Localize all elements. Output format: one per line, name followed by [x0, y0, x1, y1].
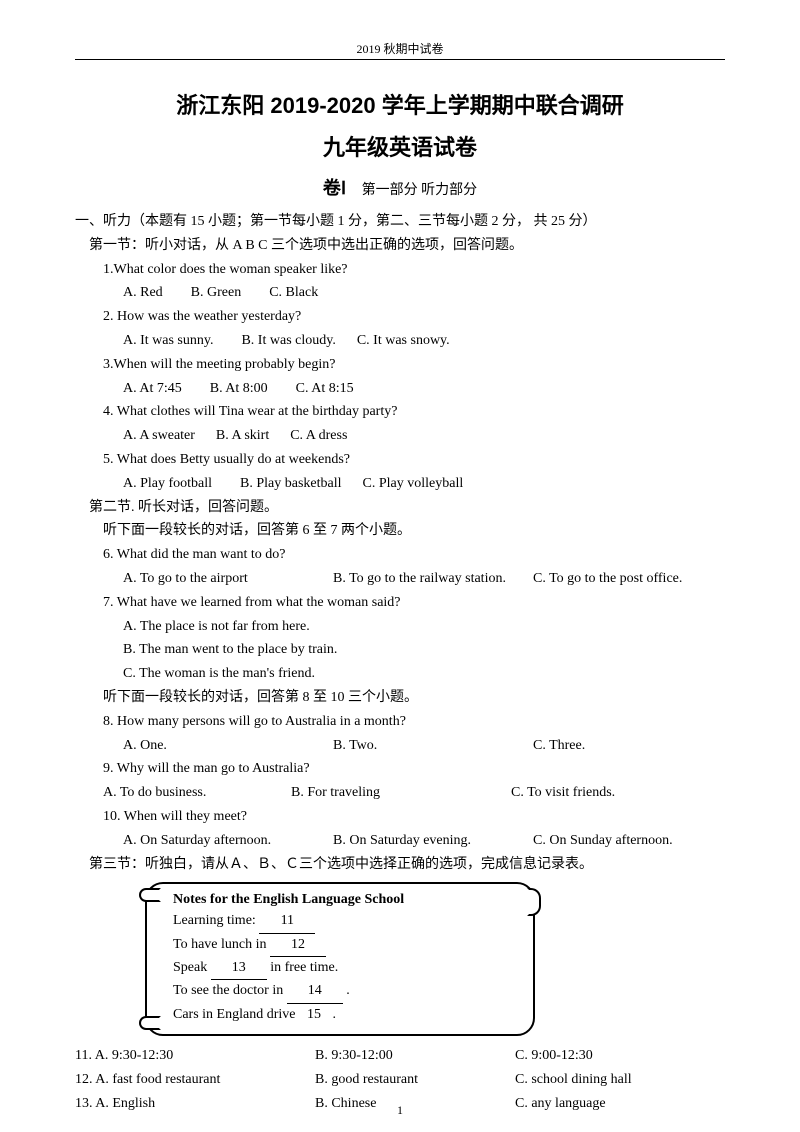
section-intro: 一、听力（本题有 15 小题；第一节每小题 1 分，第二、三节每小题 2 分， …: [75, 210, 725, 234]
q8-opt-c: C. Three.: [533, 734, 725, 758]
q8-options: A. One. B. Two. C. Three.: [75, 734, 725, 758]
page-header-label: 2019 秋期中试卷: [75, 40, 725, 57]
q2-text: 2. How was the weather yesterday?: [75, 305, 725, 329]
q12-b: B. good restaurant: [315, 1068, 515, 1092]
q11-row: 11. A. 9:30-12:30 B. 9:30-12:00 C. 9:00-…: [75, 1044, 725, 1068]
header-rule: [75, 59, 725, 60]
title-sub: 九年级英语试卷: [75, 130, 725, 162]
q8-text: 8. How many persons will go to Australia…: [75, 710, 725, 734]
q3-text: 3.When will the meeting probably begin?: [75, 353, 725, 377]
q7-text: 7. What have we learned from what the wo…: [75, 591, 725, 615]
subsection-2b: 听下面一段较长的对话，回答第 8 至 10 三个小题。: [75, 686, 725, 710]
title-main: 浙江东阳 2019-2020 学年上学期期中联合调研: [75, 88, 725, 120]
part-label: 第一部分 听力部分: [362, 183, 478, 198]
note-blank-13: 13: [211, 957, 267, 980]
page-number: 1: [0, 1103, 800, 1118]
note-blank-11: 11: [259, 910, 315, 933]
note-line-1: Learning time: 11: [173, 910, 519, 933]
subsection-3: 第三节：听独白，请从Ａ、Ｂ、Ｃ三个选项中选择正确的选项，完成信息记录表。: [75, 853, 725, 877]
q10-options: A. On Saturday afternoon. B. On Saturday…: [75, 829, 725, 853]
note-line-5: Cars in England drive 15 .: [173, 1004, 519, 1026]
note-l4c: .: [343, 983, 350, 998]
q10-text: 10. When will they meet?: [75, 805, 725, 829]
note-l5c: .: [329, 1007, 336, 1022]
q6-opt-a: A. To go to the airport: [123, 567, 333, 591]
subsection-1: 第一节：听小对话，从 A B C 三个选项中选出正确的选项，回答问题。: [75, 234, 725, 258]
note-blank-15: 15: [299, 1004, 329, 1026]
q6-opt-c: C. To go to the post office.: [533, 567, 725, 591]
q9-text: 9. Why will the man go to Australia?: [75, 757, 725, 781]
q10-opt-b: B. On Saturday evening.: [333, 829, 533, 853]
q10-opt-c: C. On Sunday afternoon.: [533, 829, 725, 853]
note-l3a: Speak: [173, 960, 211, 975]
note-tab-top-icon: [139, 888, 161, 902]
q1-options: A. Red B. Green C. Black: [75, 281, 725, 305]
q11-c: C. 9:00-12:30: [515, 1044, 725, 1068]
note-l3c: in free time.: [267, 960, 339, 975]
note-blank-12: 12: [270, 934, 326, 957]
note-l4a: To see the doctor in: [173, 983, 287, 998]
juan-label: 卷Ⅰ: [323, 178, 346, 198]
q6-text: 6. What did the man want to do?: [75, 543, 725, 567]
note-title: Notes for the English Language School: [173, 892, 519, 908]
q9-opt-b: B. For traveling: [291, 781, 511, 805]
note-line-3: Speak 13 in free time.: [173, 957, 519, 980]
q9-opt-c: C. To visit friends.: [511, 781, 725, 805]
q11-a: 11. A. 9:30-12:30: [75, 1044, 315, 1068]
note-l1a: Learning time:: [173, 913, 259, 928]
section-heading: 卷Ⅰ 第一部分 听力部分: [75, 174, 725, 200]
q4-text: 4. What clothes will Tina wear at the bi…: [75, 400, 725, 424]
q11-b: B. 9:30-12:00: [315, 1044, 515, 1068]
q8-opt-b: B. Two.: [333, 734, 533, 758]
note-line-4: To see the doctor in 14 .: [173, 980, 519, 1003]
note-blank-14: 14: [287, 980, 343, 1003]
q9-options: A. To do business. B. For traveling C. T…: [75, 781, 725, 805]
note-l5a: Cars in England drive: [173, 1007, 299, 1022]
q8-opt-a: A. One.: [123, 734, 333, 758]
q6-options: A. To go to the airport B. To go to the …: [75, 567, 725, 591]
subsection-2a: 听下面一段较长的对话，回答第 6 至 7 两个小题。: [75, 519, 725, 543]
q10-opt-a: A. On Saturday afternoon.: [123, 829, 333, 853]
q3-options: A. At 7:45 B. At 8:00 C. At 8:15: [75, 377, 725, 401]
q2-options: A. It was sunny. B. It was cloudy. C. It…: [75, 329, 725, 353]
note-line-2: To have lunch in 12: [173, 934, 519, 957]
note-l2a: To have lunch in: [173, 937, 270, 952]
q6-opt-b: B. To go to the railway station.: [333, 567, 533, 591]
q7-opt-c: C. The woman is the man's friend.: [75, 662, 725, 686]
q12-row: 12. A. fast food restaurant B. good rest…: [75, 1068, 725, 1092]
q7-opt-b: B. The man went to the place by train.: [75, 638, 725, 662]
note-box-wrap: Notes for the English Language School Le…: [75, 882, 725, 1036]
q5-text: 5. What does Betty usually do at weekend…: [75, 448, 725, 472]
q9-opt-a: A. To do business.: [103, 781, 291, 805]
note-box: Notes for the English Language School Le…: [145, 882, 535, 1036]
note-tab-bottom-icon: [139, 1016, 161, 1030]
subsection-2: 第二节. 听长对话，回答问题。: [75, 496, 725, 520]
q12-c: C. school dining hall: [515, 1068, 725, 1092]
q1-text: 1.What color does the woman speaker like…: [75, 258, 725, 282]
q12-a: 12. A. fast food restaurant: [75, 1068, 315, 1092]
q5-options: A. Play football B. Play basketball C. P…: [75, 472, 725, 496]
note-tab-right-icon: [527, 888, 541, 916]
q4-options: A. A sweater B. A skirt C. A dress: [75, 424, 725, 448]
q7-opt-a: A. The place is not far from here.: [75, 615, 725, 639]
